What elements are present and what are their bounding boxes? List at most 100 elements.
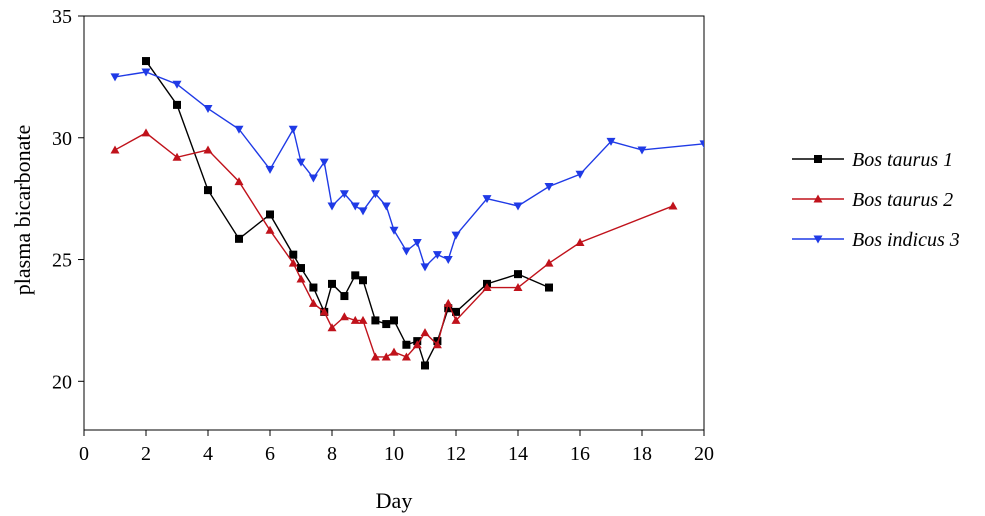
data-point [370, 352, 380, 361]
data-point [432, 251, 442, 260]
data-point [265, 225, 275, 234]
data-point [327, 323, 337, 332]
data-point [319, 158, 329, 167]
data-point [265, 165, 275, 174]
data-point [203, 145, 213, 154]
data-point [110, 145, 120, 154]
data-point [371, 316, 380, 325]
data-point [420, 328, 430, 337]
data-point [350, 202, 360, 211]
series-line [114, 71, 704, 269]
x-tick-label: 10 [384, 443, 404, 465]
data-point [389, 226, 399, 235]
legend-item: Bos indicus 3 [792, 229, 960, 251]
data-point [308, 298, 318, 307]
x-tick-label: 16 [570, 443, 590, 465]
data-point [402, 340, 411, 349]
data-point [421, 361, 429, 370]
data-point [401, 247, 411, 256]
data-point [606, 137, 616, 146]
plot-axes: 0 2 4 6 8 10 12 14 16 18 20 20 25 30 35 [52, 6, 714, 465]
data-point [443, 256, 453, 265]
x-tick-label: 0 [79, 443, 89, 465]
data-point [444, 304, 453, 313]
data-point [351, 271, 360, 280]
x-tick-label: 12 [446, 443, 466, 465]
data-point [451, 231, 461, 240]
legend-label: Bos indicus 3 [852, 229, 960, 251]
data-point [234, 125, 244, 134]
data-point [297, 264, 305, 273]
series-2 [110, 128, 678, 361]
x-tick-label: 4 [203, 443, 213, 465]
data-point [482, 195, 492, 204]
data-point [296, 274, 306, 283]
data-point [358, 207, 368, 216]
data-point [142, 57, 150, 66]
data-point [308, 174, 318, 183]
data-point [266, 210, 274, 219]
legend-label: Bos taurus 2 [852, 189, 953, 211]
data-point [288, 258, 298, 267]
data-point [359, 276, 367, 285]
legend-marker [813, 235, 823, 244]
legend-marker [813, 194, 823, 203]
data-point [350, 315, 360, 324]
data-point [358, 315, 368, 324]
data-point [545, 283, 553, 292]
x-tick-label: 20 [694, 443, 714, 465]
data-point [339, 190, 349, 199]
data-point [309, 283, 318, 292]
y-tick-label: 30 [52, 128, 72, 150]
x-tick-label: 8 [327, 443, 337, 465]
data-point [514, 270, 522, 279]
data-point [289, 250, 298, 259]
data-point [412, 340, 422, 349]
data-point [327, 202, 337, 211]
series-line [114, 132, 674, 358]
data-point [443, 298, 453, 307]
data-point [432, 340, 442, 349]
series-layer [110, 57, 704, 370]
data-point [420, 263, 430, 272]
data-point [141, 128, 151, 137]
data-point [296, 158, 306, 167]
x-tick-label: 6 [265, 443, 275, 465]
data-point [513, 283, 523, 292]
data-point [328, 279, 336, 288]
data-point [482, 283, 492, 292]
data-point [319, 307, 329, 316]
data-point [110, 73, 120, 82]
data-point [575, 237, 585, 246]
legend-item: Bos taurus 1 [792, 149, 953, 171]
data-point [235, 234, 243, 243]
legend-item: Bos taurus 2 [792, 189, 953, 211]
data-point [389, 347, 399, 356]
series-1 [142, 57, 553, 370]
data-point [575, 170, 585, 179]
data-point [513, 202, 523, 211]
data-point [204, 186, 212, 195]
data-point [668, 201, 678, 210]
data-point [544, 182, 554, 191]
data-point [173, 100, 181, 109]
legend-marker [814, 155, 822, 163]
data-point [451, 315, 461, 324]
data-point [203, 105, 213, 114]
legend-label: Bos taurus 1 [852, 149, 953, 171]
series-3 [110, 68, 704, 272]
data-point [390, 316, 398, 325]
x-axis-title: Day [376, 488, 413, 513]
data-point [412, 238, 422, 247]
y-axis-title: plasma bicarbonate [10, 125, 35, 295]
y-tick-label: 35 [52, 6, 72, 28]
x-tick-label: 18 [632, 443, 652, 465]
data-point [381, 202, 391, 211]
data-point [172, 80, 182, 89]
plot-frame [83, 15, 705, 431]
data-point [699, 140, 704, 149]
data-point [141, 68, 151, 77]
data-point [382, 320, 391, 329]
x-tick-label: 2 [141, 443, 151, 465]
